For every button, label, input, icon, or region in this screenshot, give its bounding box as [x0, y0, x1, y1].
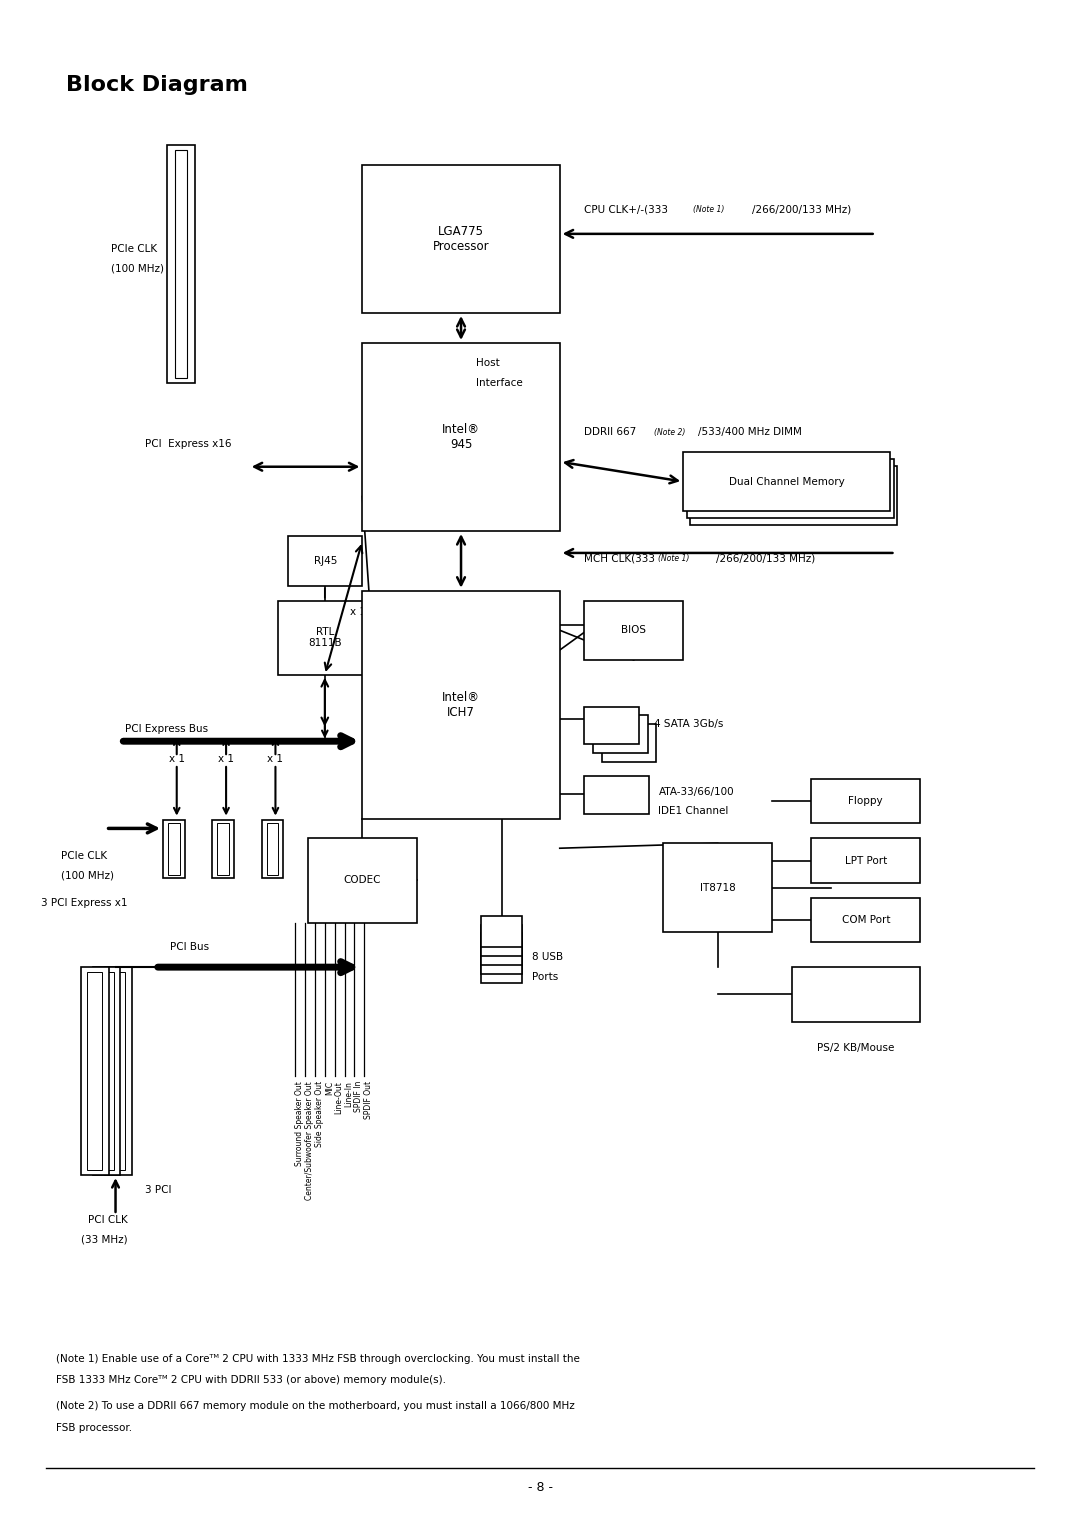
FancyBboxPatch shape — [481, 916, 523, 948]
Text: (Note 1): (Note 1) — [693, 205, 725, 214]
FancyBboxPatch shape — [175, 150, 187, 378]
Text: FSB 1333 MHz Coreᵀᴹ 2 CPU with DDRII 533 (or above) memory module(s).: FSB 1333 MHz Coreᵀᴹ 2 CPU with DDRII 533… — [56, 1376, 446, 1385]
FancyBboxPatch shape — [167, 145, 194, 382]
Text: Intel®
945: Intel® 945 — [442, 424, 480, 451]
FancyBboxPatch shape — [213, 821, 234, 878]
Text: PCI  Express x16: PCI Express x16 — [145, 439, 231, 450]
Text: Floppy: Floppy — [849, 797, 883, 806]
Text: DDRII 667: DDRII 667 — [584, 427, 637, 437]
Text: PS/2 KB/Mouse: PS/2 KB/Mouse — [818, 1043, 894, 1053]
FancyBboxPatch shape — [584, 775, 649, 813]
FancyBboxPatch shape — [481, 925, 523, 956]
Text: Intel®
ICH7: Intel® ICH7 — [442, 691, 480, 719]
Text: (33 MHz): (33 MHz) — [81, 1234, 127, 1245]
FancyBboxPatch shape — [603, 725, 657, 761]
FancyBboxPatch shape — [481, 933, 523, 965]
Text: 8 USB: 8 USB — [532, 953, 564, 962]
FancyBboxPatch shape — [288, 537, 362, 586]
FancyBboxPatch shape — [593, 716, 648, 754]
FancyBboxPatch shape — [362, 165, 559, 313]
FancyBboxPatch shape — [217, 824, 229, 875]
Text: LPT Port: LPT Port — [845, 856, 887, 865]
Text: 4 SATA 3Gb/s: 4 SATA 3Gb/s — [653, 719, 723, 729]
FancyBboxPatch shape — [308, 838, 417, 922]
Text: (Note 1): (Note 1) — [659, 555, 690, 563]
Text: MIC: MIC — [325, 1081, 334, 1095]
FancyBboxPatch shape — [687, 459, 894, 518]
Text: CODEC: CODEC — [343, 876, 381, 885]
Text: IT8718: IT8718 — [700, 882, 735, 893]
Text: Interface: Interface — [476, 378, 523, 387]
Text: ATA-33/66/100: ATA-33/66/100 — [659, 787, 734, 797]
FancyBboxPatch shape — [481, 951, 523, 983]
Text: Host: Host — [476, 358, 500, 367]
FancyBboxPatch shape — [279, 601, 373, 674]
Text: (100 MHz): (100 MHz) — [110, 263, 163, 274]
FancyBboxPatch shape — [81, 968, 109, 1176]
FancyBboxPatch shape — [167, 824, 179, 875]
FancyBboxPatch shape — [663, 844, 772, 933]
Text: CPU CLK+/-(333: CPU CLK+/-(333 — [584, 203, 669, 214]
Text: /266/200/133 MHz): /266/200/133 MHz) — [753, 203, 851, 214]
Text: x 1: x 1 — [351, 607, 366, 618]
Text: FSB processor.: FSB processor. — [56, 1423, 133, 1433]
Text: SPDIF Out: SPDIF Out — [364, 1081, 374, 1119]
Text: Surround Speaker Out: Surround Speaker Out — [295, 1081, 305, 1167]
Text: - 8 -: - 8 - — [527, 1482, 553, 1494]
Text: (Note 2): (Note 2) — [653, 428, 685, 437]
FancyBboxPatch shape — [98, 972, 113, 1170]
Text: PCI CLK: PCI CLK — [87, 1216, 127, 1225]
Text: PCIe CLK: PCIe CLK — [110, 243, 157, 254]
FancyBboxPatch shape — [105, 968, 133, 1176]
Text: MCH CLK(333: MCH CLK(333 — [584, 553, 656, 564]
FancyBboxPatch shape — [110, 972, 125, 1170]
FancyBboxPatch shape — [684, 453, 890, 511]
FancyBboxPatch shape — [584, 706, 638, 745]
Text: PCIe CLK: PCIe CLK — [62, 852, 107, 861]
FancyBboxPatch shape — [362, 590, 559, 818]
FancyBboxPatch shape — [481, 942, 523, 974]
Text: 3 PCI: 3 PCI — [145, 1185, 172, 1196]
FancyBboxPatch shape — [584, 601, 684, 661]
FancyBboxPatch shape — [261, 821, 283, 878]
Text: Block Diagram: Block Diagram — [66, 75, 248, 95]
FancyBboxPatch shape — [811, 778, 920, 824]
Text: LGA775
Processor: LGA775 Processor — [433, 225, 489, 252]
Text: PCI Express Bus: PCI Express Bus — [125, 725, 208, 734]
Text: /533/400 MHz DIMM: /533/400 MHz DIMM — [698, 427, 801, 437]
FancyBboxPatch shape — [362, 342, 559, 531]
Text: COM Port: COM Port — [841, 914, 890, 925]
Text: Line-Out: Line-Out — [335, 1081, 343, 1115]
FancyBboxPatch shape — [690, 466, 897, 524]
Text: (100 MHz): (100 MHz) — [62, 872, 114, 881]
Text: Line-In: Line-In — [345, 1081, 353, 1107]
Text: SPDIF In: SPDIF In — [354, 1081, 363, 1113]
Text: PCI Bus: PCI Bus — [170, 942, 208, 953]
Text: Dual Channel Memory: Dual Channel Memory — [729, 477, 845, 486]
Text: x 1: x 1 — [218, 754, 234, 764]
FancyBboxPatch shape — [267, 824, 279, 875]
FancyBboxPatch shape — [792, 968, 920, 1021]
Text: /266/200/133 MHz): /266/200/133 MHz) — [716, 553, 815, 564]
FancyBboxPatch shape — [811, 838, 920, 882]
Text: BIOS: BIOS — [621, 625, 646, 635]
Text: RTL
8111B: RTL 8111B — [309, 627, 342, 648]
Text: (Note 1) Enable use of a Coreᵀᴹ 2 CPU with 1333 MHz FSB through overclocking. Yo: (Note 1) Enable use of a Coreᵀᴹ 2 CPU wi… — [56, 1353, 580, 1364]
FancyBboxPatch shape — [163, 821, 185, 878]
FancyBboxPatch shape — [93, 968, 121, 1176]
Text: (Note 2) To use a DDRII 667 memory module on the motherboard, you must install a: (Note 2) To use a DDRII 667 memory modul… — [56, 1401, 575, 1411]
Text: Side Speaker Out: Side Speaker Out — [315, 1081, 324, 1147]
FancyBboxPatch shape — [811, 898, 920, 942]
FancyBboxPatch shape — [86, 972, 102, 1170]
Text: Center/Subwoofer Speaker Out: Center/Subwoofer Speaker Out — [305, 1081, 314, 1200]
Text: Ports: Ports — [532, 972, 558, 982]
Text: RJ45: RJ45 — [313, 557, 337, 566]
Text: IDE1 Channel: IDE1 Channel — [659, 806, 729, 815]
Text: x 1: x 1 — [268, 754, 283, 764]
Text: x 1: x 1 — [168, 754, 185, 764]
Text: 3 PCI Express x1: 3 PCI Express x1 — [41, 898, 129, 908]
